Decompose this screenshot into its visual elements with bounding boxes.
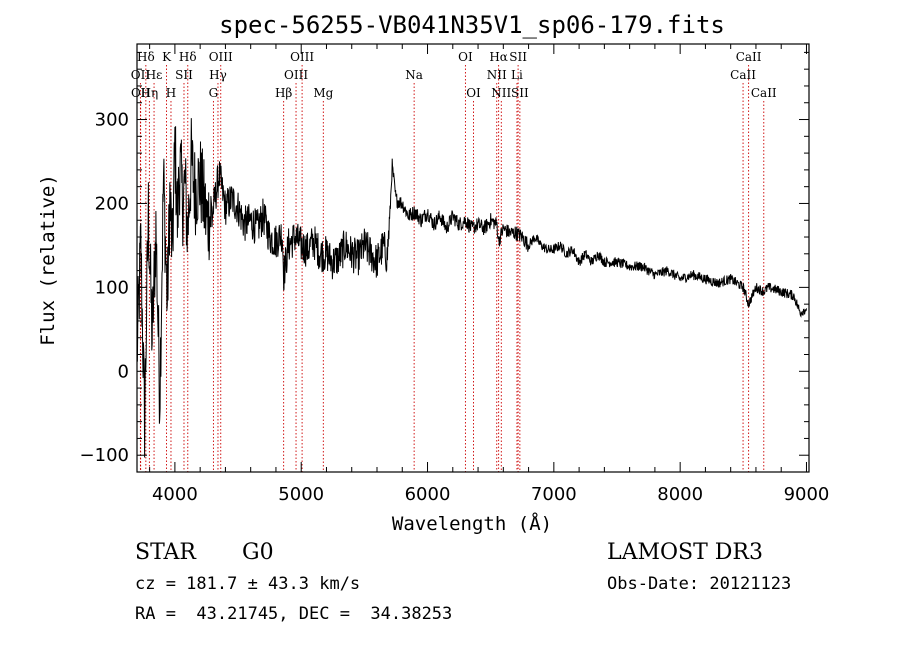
object-subclass: G0	[242, 540, 274, 565]
spectral-line-label: OI	[466, 86, 481, 100]
spectral-line-label: K	[162, 50, 172, 64]
spectral-line-label: H	[166, 86, 176, 100]
spectral-line-label: Li	[511, 68, 523, 82]
spectral-line-label: NII	[487, 68, 507, 82]
spectral-line-label: NII	[491, 86, 511, 100]
y-axis-ticks: −100 0 100 200 300	[80, 51, 809, 466]
spectral-line-label: CaII	[751, 86, 777, 100]
spectral-line-label: Hε	[146, 68, 163, 82]
y-tick-label: 200	[95, 193, 129, 214]
spectral-line-label: OIII	[209, 50, 233, 64]
x-axis-ticks: 4000 5000 6000 7000 8000 9000	[149, 44, 830, 505]
object-class: STAR	[135, 540, 196, 565]
spectral-line-label: Hδ	[179, 50, 197, 64]
spectral-line-label: OII	[131, 68, 151, 82]
x-tick-label: 8000	[657, 484, 703, 505]
sky-coordinates: RA = 43.21745, DEC = 34.38253	[135, 604, 453, 624]
redshift-velocity: cz = 181.7 ± 43.3 km/s	[135, 574, 361, 594]
spectral-line-label: OII	[131, 86, 151, 100]
x-tick-label: 6000	[405, 484, 451, 505]
x-tick-label: 5000	[278, 484, 324, 505]
x-axis-label: Wavelength (Å)	[392, 512, 552, 535]
y-tick-label: 100	[95, 277, 129, 298]
spectral-line-label: OIII	[284, 68, 308, 82]
spectral-line-label: Hη	[141, 86, 159, 100]
survey-name: LAMOST DR3	[607, 540, 763, 565]
spectral-line-label: Hδ	[137, 50, 155, 64]
observation-date: Obs-Date: 20121123	[607, 574, 792, 594]
y-tick-label: 0	[118, 361, 129, 382]
spectral-line-label: OI	[458, 50, 473, 64]
spectral-line-label: CaII	[736, 50, 762, 64]
spectrum-line	[136, 118, 807, 458]
y-axis-label: Flux (relative)	[37, 174, 59, 346]
plot-frame	[136, 43, 810, 473]
x-tick-label: 4000	[152, 484, 198, 505]
spectral-line-label: Na	[405, 68, 423, 82]
x-tick-label: 7000	[531, 484, 577, 505]
x-tick-label: 9000	[784, 484, 830, 505]
spectral-line-label: SII	[509, 50, 527, 64]
spectral-line-label: Mg	[313, 86, 333, 100]
spectral-line-label: G	[209, 86, 219, 100]
chart-title: spec-56255-VB041N35V1_sp06-179.fits	[219, 11, 725, 39]
spectral-line-label: SII	[175, 68, 193, 82]
spectral-line-label: Hβ	[275, 86, 292, 100]
spectral-line-markers	[139, 65, 765, 472]
y-tick-label: 300	[95, 110, 129, 131]
spectral-line-label: OIII	[290, 50, 314, 64]
spectral-line-label: SII	[511, 86, 529, 100]
spectral-line-label: Hγ	[209, 68, 227, 82]
y-tick-label: −100	[80, 445, 129, 466]
spectral-line-label: Hα	[489, 50, 508, 64]
spectral-line-label: CaII	[730, 68, 756, 82]
